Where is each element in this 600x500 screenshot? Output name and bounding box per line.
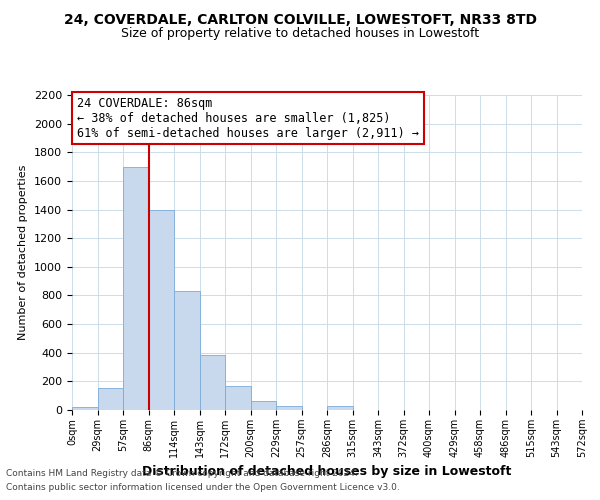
Bar (174, 291, 199, 410)
Bar (199, 355, 225, 410)
Bar (97, 388, 123, 410)
Text: Size of property relative to detached houses in Lowestoft: Size of property relative to detached ho… (121, 28, 479, 40)
Bar (327, 406, 353, 410)
Text: 24 COVERDALE: 86sqm
← 38% of detached houses are smaller (1,825)
61% of semi-det: 24 COVERDALE: 86sqm ← 38% of detached ho… (77, 96, 419, 140)
Bar (276, 406, 302, 410)
Text: Contains HM Land Registry data © Crown copyright and database right 2024.: Contains HM Land Registry data © Crown c… (6, 468, 358, 477)
Bar (251, 400, 276, 410)
Bar (225, 386, 251, 410)
Bar (72, 407, 97, 410)
Text: Contains public sector information licensed under the Open Government Licence v3: Contains public sector information licen… (6, 484, 400, 492)
Y-axis label: Number of detached properties: Number of detached properties (19, 165, 28, 340)
Text: 24, COVERDALE, CARLTON COLVILLE, LOWESTOFT, NR33 8TD: 24, COVERDALE, CARLTON COLVILLE, LOWESTO… (64, 12, 536, 26)
Bar (123, 166, 149, 410)
X-axis label: Distribution of detached houses by size in Lowestoft: Distribution of detached houses by size … (142, 466, 512, 478)
Bar (149, 210, 174, 410)
